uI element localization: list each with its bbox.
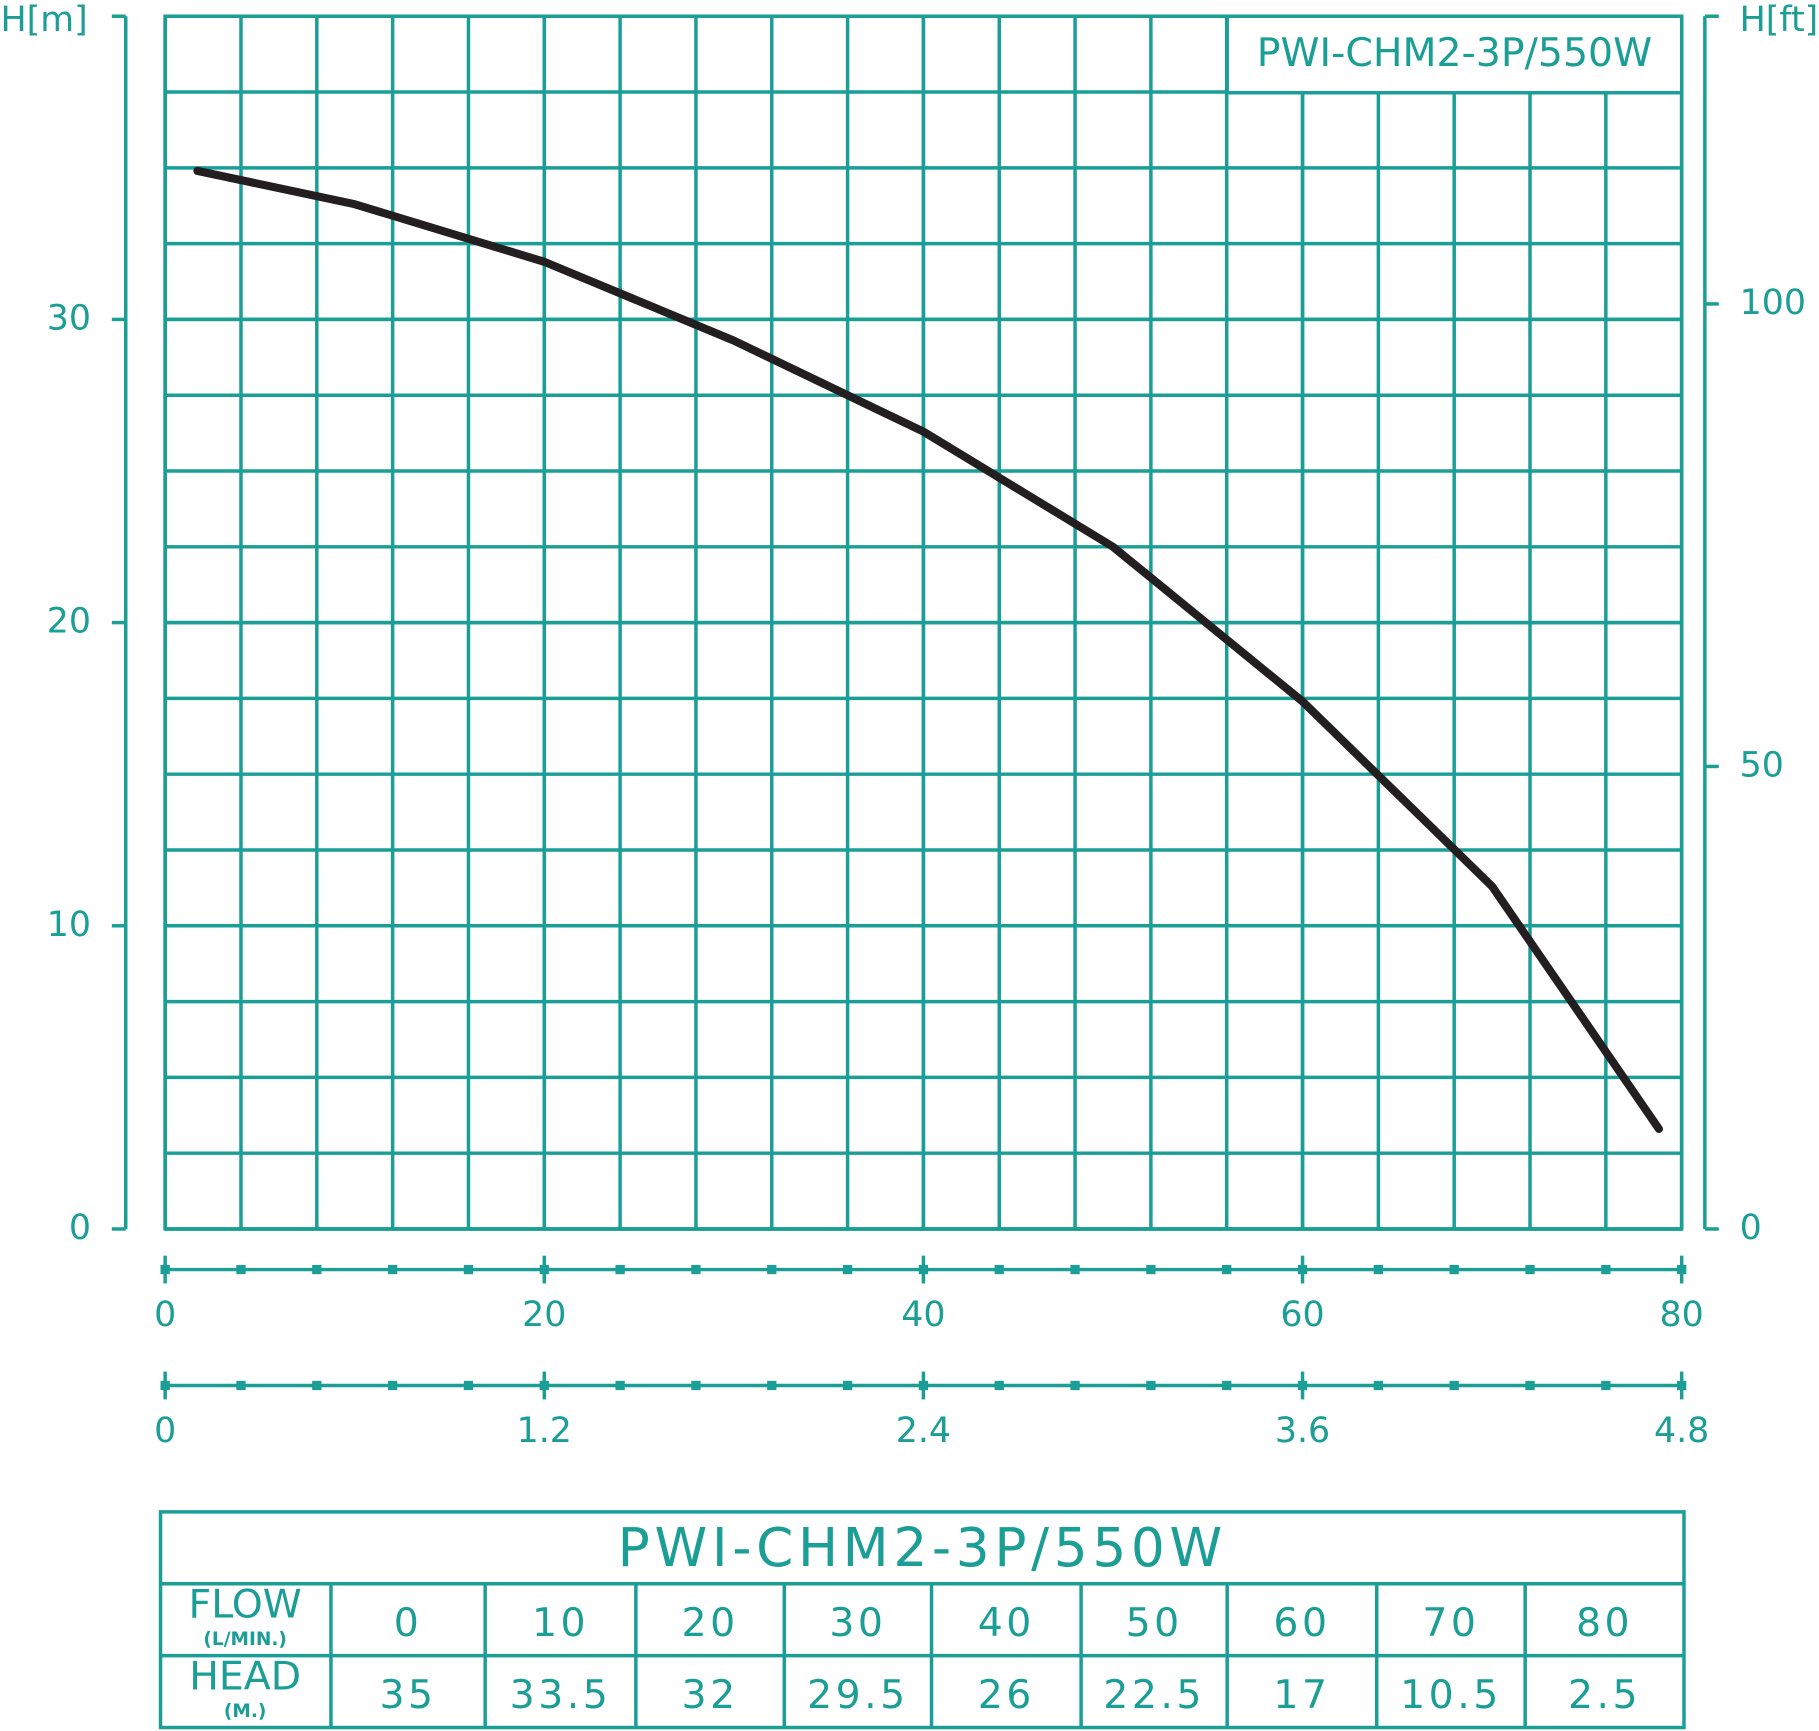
table-cell: 2.5 <box>1568 1672 1641 1718</box>
row-unit: (M.) <box>224 1701 266 1722</box>
x-minor-tick <box>1449 1264 1459 1275</box>
table-cell: 70 <box>1422 1600 1479 1646</box>
table-cell: 50 <box>1126 1600 1183 1646</box>
x-minor-tick <box>767 1264 777 1275</box>
table-cell: 40 <box>978 1600 1035 1646</box>
x2-minor-tick <box>1222 1380 1232 1391</box>
table-cell: 26 <box>978 1672 1035 1718</box>
table-cell: 60 <box>1273 1600 1330 1646</box>
x2-minor-tick <box>842 1380 853 1391</box>
x2-minor-tick <box>691 1380 701 1391</box>
x-tick-label: 20 <box>522 1295 566 1335</box>
x2-tick-label: 2.4 <box>896 1411 951 1451</box>
table-cell: 22.5 <box>1103 1672 1205 1718</box>
y-tick-label: 20 <box>47 602 91 642</box>
curve <box>193 166 1663 1133</box>
x-minor-tick <box>387 1264 398 1275</box>
x2-minor-tick <box>1525 1380 1535 1391</box>
x-tick-label: 0 <box>154 1295 176 1335</box>
x-minor-tick <box>1222 1264 1232 1275</box>
x2-tick-label: 0 <box>154 1411 176 1451</box>
x-tick-label: 40 <box>901 1295 945 1335</box>
x-tick-label: 60 <box>1280 1295 1324 1335</box>
table-cell: 33.5 <box>510 1672 612 1718</box>
row-label: HEAD <box>189 1653 301 1699</box>
x2-minor-tick <box>767 1380 777 1391</box>
y-axis-label: H[m] <box>1 0 88 40</box>
table-title: PWI-CHM2-3P/550W <box>618 1516 1227 1579</box>
row-label: FLOW <box>189 1581 302 1627</box>
table-cell: 80 <box>1576 1600 1633 1646</box>
x-minor-tick <box>1373 1264 1384 1275</box>
x-tick-label: 80 <box>1660 1295 1704 1335</box>
x-minor-tick <box>1601 1264 1611 1275</box>
x2-minor-tick <box>312 1380 322 1391</box>
x-minor-tick <box>236 1264 246 1275</box>
title-box <box>1225 14 1684 95</box>
x2-minor-tick <box>1601 1380 1611 1391</box>
y-tick-label: 0 <box>69 1208 91 1248</box>
x-minor-tick <box>312 1264 322 1275</box>
table-cell: 32 <box>682 1672 739 1718</box>
y2-axis-label: H[ft] <box>1740 0 1819 40</box>
y-tick-label: 10 <box>47 905 91 945</box>
x-minor-tick <box>615 1264 625 1275</box>
x2-minor-tick <box>463 1380 474 1391</box>
y-tick-label: 30 <box>47 298 91 338</box>
x2-minor-tick <box>1070 1380 1080 1391</box>
x-minor-tick <box>842 1264 853 1275</box>
table-cell: 29.5 <box>807 1672 909 1718</box>
table-cell: 30 <box>829 1600 886 1646</box>
x2-tick-label: 4.8 <box>1654 1411 1709 1451</box>
y2-tick-label: 100 <box>1740 283 1806 323</box>
x2-minor-tick <box>1449 1380 1459 1391</box>
x-minor-tick <box>1146 1264 1156 1275</box>
x-minor-tick <box>1070 1264 1080 1275</box>
x2-tick-label: 1.2 <box>517 1411 572 1451</box>
x2-tick-label: 3.6 <box>1275 1411 1330 1451</box>
row-unit: (L/MIN.) <box>203 1629 286 1650</box>
table-cell: 0 <box>394 1600 423 1646</box>
table-border <box>158 1510 1686 1730</box>
x2-minor-tick <box>236 1380 246 1391</box>
x-minor-tick <box>994 1264 1004 1275</box>
x2-minor-tick <box>1146 1380 1156 1391</box>
table-cell: 17 <box>1273 1672 1330 1718</box>
y2-tick-label: 0 <box>1740 1208 1762 1248</box>
x-minor-tick <box>463 1264 474 1275</box>
table-cell: 20 <box>682 1600 739 1646</box>
x-minor-tick <box>1525 1264 1535 1275</box>
x2-minor-tick <box>1373 1380 1384 1391</box>
y2-tick-label: 50 <box>1740 745 1784 785</box>
table-cell: 10.5 <box>1400 1672 1502 1718</box>
x2-minor-tick <box>994 1380 1004 1391</box>
table-cell: 10 <box>532 1600 589 1646</box>
table-cell: 35 <box>380 1672 437 1718</box>
x-minor-tick <box>691 1264 701 1275</box>
x2-minor-tick <box>387 1380 398 1391</box>
x2-minor-tick <box>615 1380 625 1391</box>
chart-title: PWI-CHM2-3P/550W <box>1257 30 1652 76</box>
plot-border <box>163 14 1684 1231</box>
